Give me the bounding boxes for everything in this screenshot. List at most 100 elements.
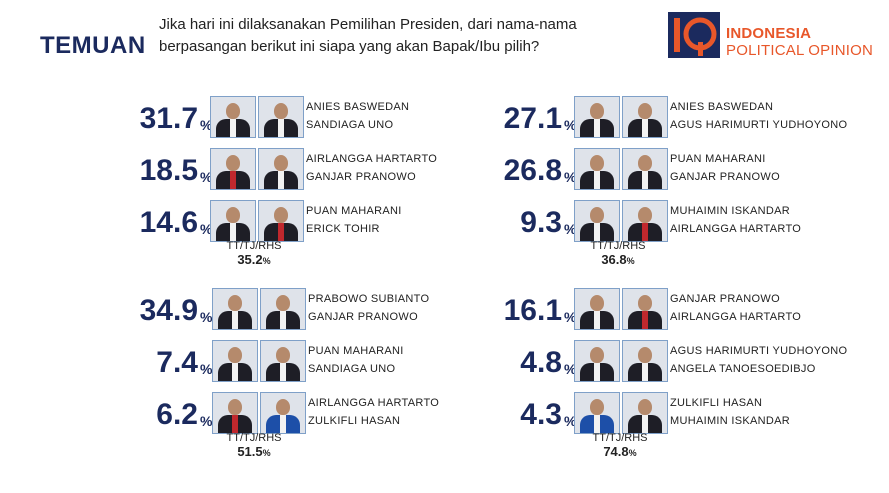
- page-title: TEMUAN: [40, 32, 146, 59]
- candidate-name: AIRLANGGA HARTARTO: [670, 223, 802, 235]
- candidate-name: ERICK TOHIR: [306, 223, 380, 235]
- pair-row: 27.1 % ANIES BASWEDAN AGUS HARIMURTI YUD…: [480, 96, 880, 146]
- candidate-name: AIRLANGGA HARTARTO: [670, 311, 802, 323]
- pair-row: 6.2 % AIRLANGGA HARTARTO ZULKIFLI HASAN: [116, 392, 516, 442]
- percent-value: 4.3: [520, 398, 562, 431]
- candidate-photo: [210, 200, 256, 242]
- candidate-name: SANDIAGA UNO: [306, 119, 394, 131]
- pair-row: 31.7 % ANIES BASWEDAN SANDIAGA UNO: [116, 96, 516, 146]
- percent-value: 18.5: [139, 154, 198, 187]
- candidate-photo: [574, 148, 620, 190]
- candidate-name: PRABOWO SUBIANTO: [308, 293, 430, 305]
- candidate-photo: [622, 96, 668, 138]
- candidate-photo: [574, 392, 620, 434]
- candidate-photo: [574, 200, 620, 242]
- percent-unit: %: [200, 117, 213, 133]
- pair-row: 18.5 % AIRLANGGA HARTARTO GANJAR PRANOWO: [116, 148, 516, 198]
- candidate-name: ANIES BASWEDAN: [670, 101, 774, 113]
- pair-row: 16.1 % GANJAR PRANOWO AIRLANGGA HARTARTO: [480, 288, 880, 338]
- candidate-photo: [258, 200, 304, 242]
- percent-value: 6.2: [156, 398, 198, 431]
- candidate-photo: [622, 200, 668, 242]
- candidate-name: SANDIAGA UNO: [308, 363, 396, 375]
- undecided-label: TT/TJ/RHS: [592, 432, 648, 444]
- undecided-value: 74.8: [603, 444, 629, 459]
- percent-value: 7.4: [156, 346, 198, 379]
- candidate-photo: [212, 288, 258, 330]
- logo: INDONESIA POLITICAL OPINION: [668, 12, 878, 62]
- logo-text: INDONESIA: [726, 25, 812, 42]
- percent-unit: %: [564, 169, 577, 185]
- candidate-name: AIRLANGGA HARTARTO: [306, 153, 438, 165]
- candidate-name: MUHAIMIN ISKANDAR: [670, 415, 790, 427]
- undecided-unit: %: [626, 256, 635, 266]
- percent-value: 26.8: [503, 154, 562, 187]
- pair-row: 14.6 % PUAN MAHARANI ERICK TOHIR: [116, 200, 516, 250]
- candidate-name: AIRLANGGA HARTARTO: [308, 397, 440, 409]
- percent-value: 9.3: [520, 206, 562, 239]
- undecided-unit: %: [262, 448, 271, 458]
- candidate-photo: [574, 340, 620, 382]
- candidate-photo: [258, 96, 304, 138]
- undecided-summary: TT/TJ/RHS 35.2%: [219, 240, 289, 267]
- candidate-photo: [260, 340, 306, 382]
- undecided-unit: %: [628, 448, 637, 458]
- pair-row: 9.3 % MUHAIMIN ISKANDAR AIRLANGGA HARTAR…: [480, 200, 880, 250]
- percent-unit: %: [564, 221, 577, 237]
- percent-unit: %: [564, 413, 577, 429]
- logo-text: POLITICAL OPINION: [726, 42, 874, 59]
- percent-unit: %: [200, 413, 213, 429]
- candidate-photo: [622, 148, 668, 190]
- candidate-photo: [260, 288, 306, 330]
- candidate-name: GANJAR PRANOWO: [308, 311, 418, 323]
- percent-value: 34.9: [139, 294, 198, 327]
- percent-value: 16.1: [503, 294, 562, 327]
- pair-row: 7.4 % PUAN MAHARANI SANDIAGA UNO: [116, 340, 516, 390]
- undecided-summary: TT/TJ/RHS 36.8%: [583, 240, 653, 267]
- pair-row: 34.9 % PRABOWO SUBIANTO GANJAR PRANOWO: [116, 288, 516, 338]
- candidate-name: GANJAR PRANOWO: [670, 293, 780, 305]
- percent-value: 27.1: [503, 102, 562, 135]
- percent-value: 31.7: [139, 102, 198, 135]
- candidate-photo: [622, 392, 668, 434]
- percent-value: 4.8: [520, 346, 562, 379]
- percent-value: 14.6: [139, 206, 198, 239]
- candidate-photo: [212, 392, 258, 434]
- question-line: Jika hari ini dilaksanakan Pemilihan Pre…: [159, 16, 577, 33]
- candidate-name: ZULKIFLI HASAN: [670, 397, 763, 409]
- undecided-summary: TT/TJ/RHS 51.5%: [219, 432, 289, 459]
- undecided-value: 35.2: [237, 252, 263, 267]
- candidate-name: GANJAR PRANOWO: [670, 171, 780, 183]
- pair-row: 26.8 % PUAN MAHARANI GANJAR PRANOWO: [480, 148, 880, 198]
- undecided-summary: TT/TJ/RHS 74.8%: [585, 432, 655, 459]
- undecided-value: 51.5: [237, 444, 263, 459]
- candidate-name: AGUS HARIMURTI YUDHOYONO: [670, 119, 848, 131]
- percent-unit: %: [200, 309, 213, 325]
- candidate-name: PUAN MAHARANI: [308, 345, 404, 357]
- undecided-label: TT/TJ/RHS: [590, 240, 646, 252]
- candidate-photo: [260, 392, 306, 434]
- logo-mark-icon: [668, 12, 720, 58]
- undecided-label: TT/TJ/RHS: [226, 240, 282, 252]
- percent-unit: %: [200, 221, 213, 237]
- candidate-name: ANIES BASWEDAN: [306, 101, 410, 113]
- candidate-photo: [258, 148, 304, 190]
- percent-unit: %: [200, 361, 213, 377]
- percent-unit: %: [564, 361, 577, 377]
- survey-question: Jika hari ini dilaksanakan Pemilihan Pre…: [159, 14, 619, 58]
- candidate-name: PUAN MAHARANI: [306, 205, 402, 217]
- undecided-value: 36.8: [601, 252, 627, 267]
- candidate-photo: [210, 96, 256, 138]
- candidate-name: ZULKIFLI HASAN: [308, 415, 401, 427]
- pair-row: 4.3 % ZULKIFLI HASAN MUHAIMIN ISKANDAR: [480, 392, 880, 442]
- percent-unit: %: [564, 309, 577, 325]
- candidate-name: PUAN MAHARANI: [670, 153, 766, 165]
- candidate-photo: [212, 340, 258, 382]
- undecided-unit: %: [262, 256, 271, 266]
- candidate-photo: [574, 96, 620, 138]
- undecided-label: TT/TJ/RHS: [226, 432, 282, 444]
- candidate-photo: [622, 288, 668, 330]
- percent-unit: %: [564, 117, 577, 133]
- candidate-photo: [210, 148, 256, 190]
- candidate-photo: [574, 288, 620, 330]
